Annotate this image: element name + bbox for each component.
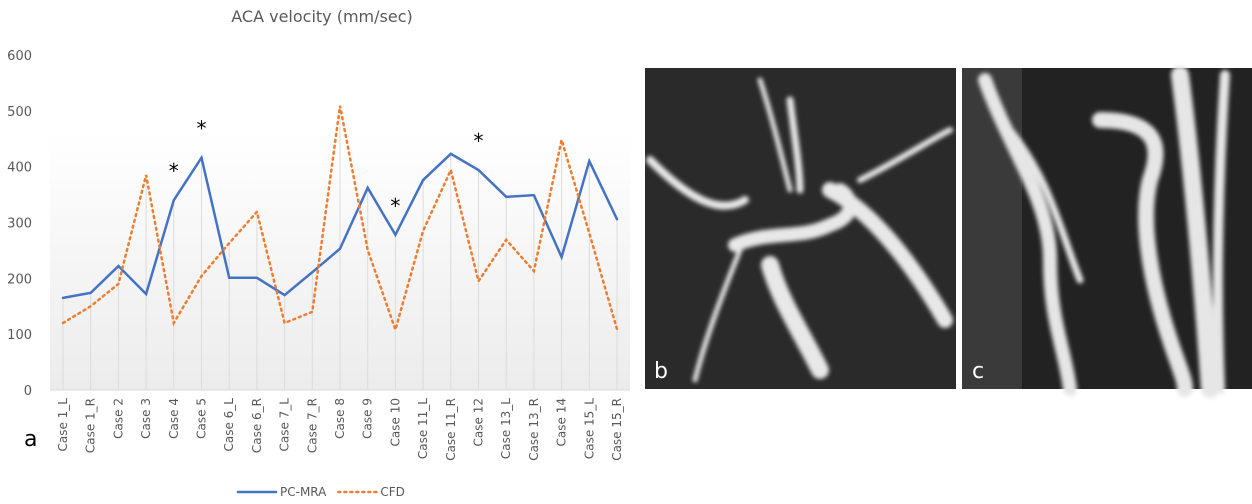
y-tick-label: 100 [7, 328, 32, 343]
x-tick-label: Case 13_R [527, 398, 541, 461]
x-tick-label: Case 12 [472, 398, 486, 446]
panel-label: a [24, 427, 37, 452]
annotation: * [474, 129, 484, 153]
x-tick-label: Case 11_R [444, 398, 458, 461]
figure: ACA velocity (mm/sec) a b c 0 100 200 300 40… [0, 0, 1252, 500]
x-tick-label: Case 15_L [582, 398, 596, 459]
y-tick-label: 500 [7, 105, 32, 120]
x-tick-label: Case 8 [333, 398, 347, 439]
x-tick-label: Case 14 [555, 398, 569, 446]
x-tick-label: Case 2 [111, 398, 125, 439]
x-tick-label: Case 15_R [610, 398, 624, 461]
x-tick-label: Case 3 [139, 398, 153, 439]
x-tick-label: Case 13_L [499, 398, 513, 459]
legend-label: PC-MRA [280, 485, 327, 499]
y-tick-label: 600 [7, 49, 32, 64]
x-tick-label: Case 5 [195, 398, 209, 439]
legend-label: CFD [380, 485, 405, 499]
chart-title: ACA velocity (mm/sec) [231, 7, 413, 26]
x-tick-label: Case 7_R [305, 398, 319, 453]
image-label: b [654, 359, 668, 384]
image-shade [962, 68, 1022, 389]
image-c: c [962, 68, 1252, 389]
x-tick-label: Case 1_R [84, 398, 98, 453]
y-tick-label: 200 [7, 272, 32, 287]
annotation: * [169, 159, 179, 183]
x-tick-label: Case 9 [361, 398, 375, 439]
x-tick-label: Case 11_L [416, 398, 430, 459]
x-tick-label: Case 10 [388, 398, 402, 446]
x-tick-label: Case 6_R [250, 398, 264, 453]
image-b: b [645, 68, 956, 389]
annotation: * [390, 194, 400, 218]
x-tick-label: Case 6_L [222, 398, 236, 452]
y-tick-label: 400 [7, 161, 32, 176]
x-tick-label: Case 7_L [278, 398, 292, 452]
x-tick-label: Case 1_L [56, 398, 70, 452]
annotation: * [197, 117, 207, 141]
x-tick-label: Case 4 [167, 398, 181, 439]
y-tick-label: 300 [7, 217, 32, 232]
y-tick-label: 0 [24, 384, 32, 399]
image-label: c [972, 359, 984, 384]
